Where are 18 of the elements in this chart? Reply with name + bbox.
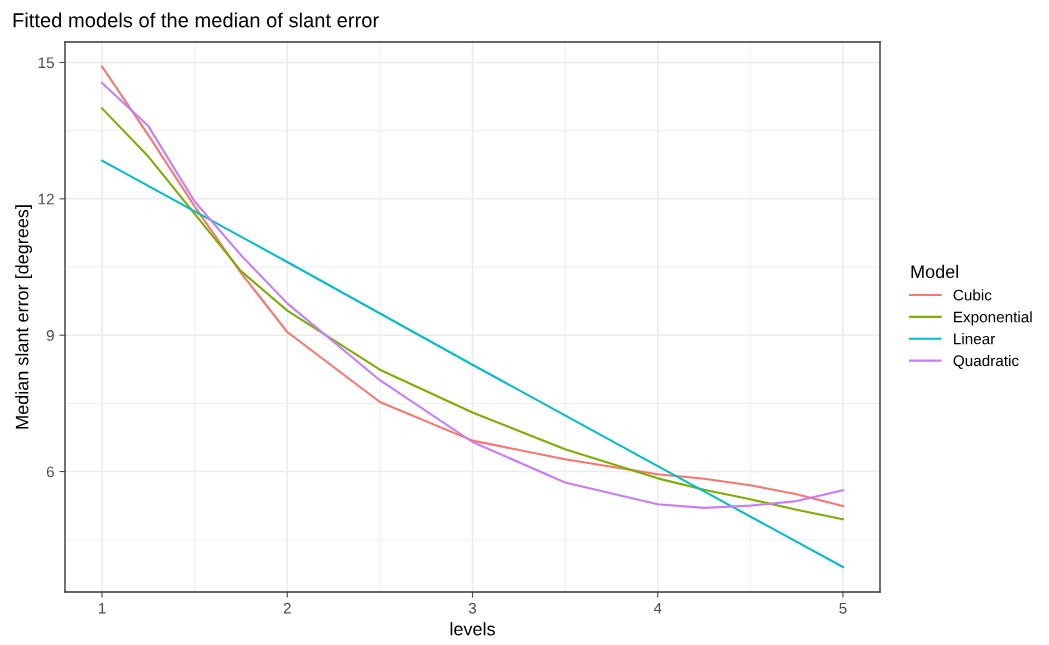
y-tick-label: 15 — [38, 57, 54, 69]
x-tick-label: 5 — [839, 602, 847, 614]
legend-title: Model — [911, 264, 959, 279]
x-tick-label: 2 — [283, 602, 291, 614]
x-tick-label: 3 — [468, 602, 477, 614]
y-tick-label: 12 — [38, 193, 54, 205]
x-axis-title: levels — [450, 622, 495, 636]
legend-label: Quadratic — [953, 354, 1019, 369]
y-axis-title: Median slant error [degrees] — [15, 205, 33, 429]
x-tick-label: 4 — [653, 602, 662, 614]
x-tick-label: 1 — [98, 602, 106, 614]
legend-label: Cubic — [953, 289, 992, 301]
y-tick-label: 9 — [46, 330, 54, 341]
y-tick-label: 6 — [46, 466, 54, 478]
line-series — [101, 159, 844, 569]
legend-label: Linear — [954, 333, 996, 345]
chart-title: Fitted models of the median of slant error — [13, 12, 379, 28]
legend-label: Exponential — [954, 311, 1032, 326]
